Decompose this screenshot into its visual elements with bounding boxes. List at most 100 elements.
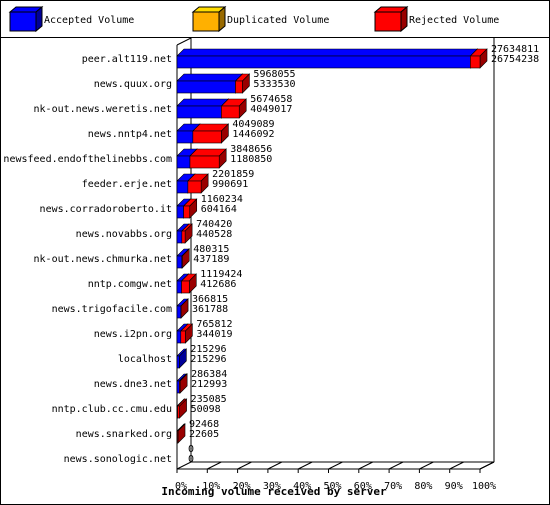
x-tick-label: 80% bbox=[414, 481, 432, 492]
legend-swatch bbox=[35, 5, 43, 33]
y-tick-label: news.dne3.net bbox=[94, 379, 172, 390]
bar bbox=[179, 380, 181, 394]
x-tick-label: 10% bbox=[202, 481, 220, 492]
total-label: 1119424 bbox=[200, 269, 242, 280]
value-label: 4049017 bbox=[250, 104, 292, 115]
y-tick-label: news.trigofacile.com bbox=[52, 304, 172, 315]
y-tick-label: nntp.comgw.net bbox=[88, 279, 172, 290]
total-label: 235085 bbox=[191, 394, 227, 405]
y-tick-label: news.snarked.org bbox=[76, 429, 172, 440]
bar bbox=[176, 430, 179, 444]
x-tick bbox=[267, 461, 283, 470]
x-tick bbox=[176, 461, 192, 470]
y-tick-label: nk-out.news.weretis.net bbox=[34, 104, 172, 115]
x-tick bbox=[479, 461, 495, 470]
legend-swatch bbox=[9, 11, 37, 32]
legend-swatch bbox=[192, 11, 220, 32]
bar bbox=[176, 355, 180, 369]
bar bbox=[176, 380, 180, 394]
bar bbox=[235, 80, 243, 94]
total-label: 480315 bbox=[193, 244, 229, 255]
x-tick-label: 50% bbox=[323, 481, 341, 492]
legend-swatch bbox=[400, 5, 408, 33]
bar bbox=[176, 230, 183, 244]
value-label: 22605 bbox=[189, 429, 219, 440]
legend-swatch bbox=[374, 11, 402, 32]
x-tick-label: 40% bbox=[293, 481, 311, 492]
x-tick bbox=[237, 461, 252, 470]
legend-label: Accepted Volume bbox=[44, 15, 134, 26]
axis-line bbox=[176, 37, 192, 46]
x-tick-label: 30% bbox=[263, 481, 281, 492]
value-label: 0 bbox=[188, 454, 194, 465]
y-tick-label: nntp.club.cc.cmu.edu bbox=[52, 404, 172, 415]
total-label: 3848656 bbox=[230, 144, 272, 155]
bar bbox=[176, 280, 182, 294]
total-label: 0 bbox=[188, 444, 194, 455]
y-tick-label: news.nntp4.net bbox=[88, 129, 172, 140]
bar bbox=[180, 330, 186, 344]
legend-label: Rejected Volume bbox=[409, 15, 499, 26]
x-tick bbox=[358, 461, 374, 470]
bar bbox=[181, 280, 190, 294]
x-axis-title: Incoming volume received by server bbox=[161, 485, 387, 498]
y-tick-label: news.quux.org bbox=[94, 79, 172, 90]
bar bbox=[192, 130, 222, 144]
x-tick-label: 20% bbox=[233, 481, 251, 492]
bar bbox=[176, 180, 189, 194]
x-tick bbox=[419, 461, 434, 470]
bar bbox=[176, 130, 194, 144]
bar-top bbox=[176, 73, 244, 82]
bar bbox=[181, 230, 186, 244]
y-tick-label: news.novabbs.org bbox=[76, 229, 172, 240]
bar bbox=[176, 255, 183, 269]
x-tick-label: 60% bbox=[354, 481, 372, 492]
value-label: 412686 bbox=[200, 279, 236, 290]
total-label: 286384 bbox=[191, 369, 227, 380]
y-tick-label: nk-out.news.chmurka.net bbox=[34, 254, 172, 265]
value-label: 361788 bbox=[192, 304, 228, 315]
total-label: 5968055 bbox=[253, 69, 295, 80]
value-label: 5333530 bbox=[253, 79, 295, 90]
x-tick bbox=[328, 461, 343, 470]
total-label: 740420 bbox=[196, 219, 232, 230]
value-label: 990691 bbox=[212, 179, 248, 190]
value-label: 215296 bbox=[190, 354, 226, 365]
total-label: 1160234 bbox=[201, 194, 243, 205]
bar bbox=[176, 330, 182, 344]
legend-label: Duplicated Volume bbox=[227, 15, 329, 26]
value-label: 1180850 bbox=[230, 154, 272, 165]
total-label: 27634811 bbox=[491, 44, 539, 55]
value-label: 440528 bbox=[196, 229, 232, 240]
total-label: 92468 bbox=[189, 419, 219, 430]
bar bbox=[470, 55, 481, 69]
x-tick-label: 100% bbox=[472, 481, 496, 492]
bar bbox=[189, 155, 220, 169]
total-label: 366815 bbox=[192, 294, 228, 305]
legend-swatch bbox=[218, 5, 226, 33]
x-tick-label: 70% bbox=[384, 481, 402, 492]
total-label: 765812 bbox=[196, 319, 232, 330]
bar bbox=[176, 305, 182, 319]
value-label: 604164 bbox=[201, 204, 237, 215]
y-tick-label: feeder.erje.net bbox=[82, 179, 172, 190]
bar bbox=[183, 205, 191, 219]
x-tick bbox=[207, 461, 222, 470]
x-tick-label: 90% bbox=[445, 481, 463, 492]
total-label: 215296 bbox=[190, 344, 226, 355]
bar bbox=[177, 405, 180, 419]
bar bbox=[176, 55, 471, 69]
y-tick-label: newsfeed.endofthelinebbs.com bbox=[3, 154, 172, 165]
bar bbox=[176, 105, 222, 119]
value-label: 1446092 bbox=[232, 129, 274, 140]
total-label: 2201859 bbox=[212, 169, 254, 180]
value-label: 26754238 bbox=[491, 54, 539, 65]
bar-top bbox=[176, 48, 479, 57]
x-tick bbox=[388, 461, 404, 470]
y-tick-label: peer.alt119.net bbox=[82, 54, 172, 65]
value-label: 50098 bbox=[191, 404, 221, 415]
bar bbox=[176, 205, 184, 219]
bar bbox=[176, 155, 191, 169]
